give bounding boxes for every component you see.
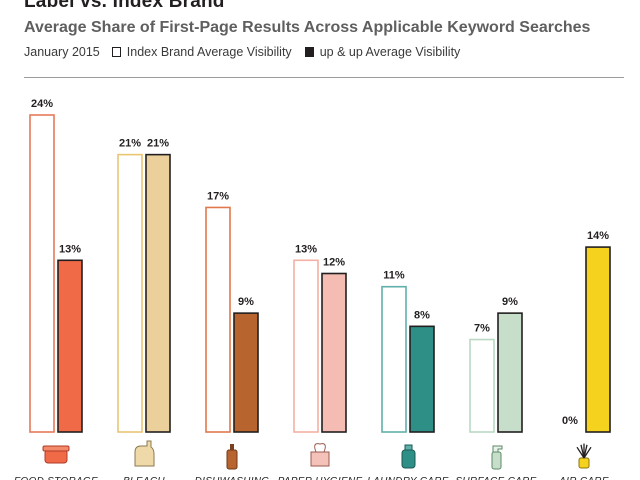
bar-index-1	[117, 153, 143, 433]
header-divider	[24, 77, 624, 78]
legend-item-index: Index Brand Average Visibility	[111, 45, 292, 59]
bar-upup-3	[321, 272, 347, 433]
chart-title: Label vs. Index Brand	[24, 0, 225, 12]
bar-index-3	[293, 259, 319, 433]
category-label-3: PAPER HYGIENE	[278, 476, 363, 480]
bleach-bottle-icon	[134, 440, 155, 467]
bar-upup-1	[145, 153, 171, 433]
legend-label-index: Index Brand Average Visibility	[126, 45, 292, 59]
value-label-index-6: 0%	[562, 415, 578, 427]
bar-index-4	[381, 285, 407, 433]
bar-index-0	[29, 114, 55, 433]
detergent-bottle-icon	[401, 444, 416, 469]
category-label-6: AIR CARE	[558, 476, 609, 480]
category-label-2: DISHWASHING	[195, 476, 270, 480]
category-label-1: BLEACH	[123, 476, 165, 480]
bar-upup-6	[585, 246, 611, 433]
value-label-index-0: 24%	[31, 98, 53, 110]
value-label-upup-1: 21%	[147, 138, 169, 150]
category-label-5: SURFACE CARE	[455, 476, 536, 480]
food-storage-icon	[42, 445, 70, 464]
value-label-upup-4: 8%	[414, 309, 430, 321]
bar-index-2	[205, 206, 231, 433]
value-label-upup-0: 13%	[59, 243, 81, 255]
legend-swatch-index	[111, 47, 121, 57]
value-label-index-3: 13%	[295, 243, 317, 255]
value-label-index-4: 11%	[383, 270, 405, 282]
legend-label-upup: up & up Average Visibility	[319, 45, 461, 59]
bar-upup-5	[497, 312, 523, 433]
legend-item-upup: up & up Average Visibility	[304, 45, 461, 59]
category-label-4: LAUNDRY CARE	[367, 476, 448, 480]
value-label-upup-3: 12%	[323, 257, 345, 269]
category-label-0: FOOD STORAGE	[14, 476, 98, 480]
value-label-upup-2: 9%	[238, 296, 254, 308]
bar-index-5	[469, 338, 495, 433]
value-label-upup-5: 9%	[502, 296, 518, 308]
legend-swatch-upup	[304, 47, 314, 57]
dish-soap-icon	[226, 444, 238, 470]
legend-date: January 2015	[24, 45, 100, 59]
value-label-upup-6: 14%	[587, 230, 609, 242]
spray-bottle-icon	[491, 445, 503, 470]
value-label-index-2: 17%	[207, 190, 229, 202]
reed-diffuser-icon	[576, 443, 592, 469]
value-label-index-1: 21%	[119, 138, 141, 150]
tissue-box-icon	[310, 443, 330, 467]
bar-upup-2	[233, 312, 259, 433]
legend: January 2015 Index Brand Average Visibil…	[24, 45, 460, 59]
value-label-index-5: 7%	[474, 323, 490, 335]
bar-upup-4	[409, 325, 435, 433]
chart-subtitle: Average Share of First-Page Results Acro…	[24, 19, 591, 36]
bar-upup-0	[57, 259, 83, 433]
